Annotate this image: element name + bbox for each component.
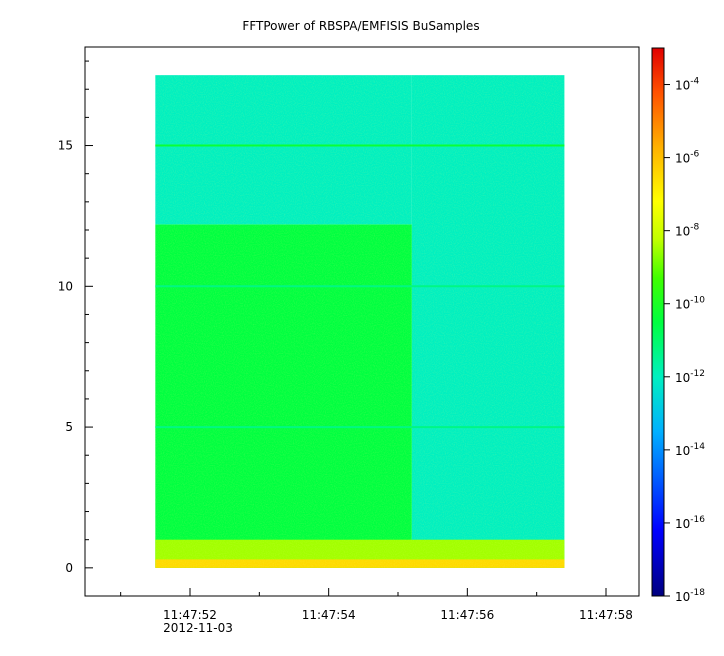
colorbar-tick-label-0: 10-4 — [675, 77, 700, 93]
heatmap-texture — [155, 75, 565, 568]
x-tick-label-2: 11:47:56 — [440, 608, 494, 622]
y-tick-label-0: 0 — [65, 561, 73, 575]
colorbar-tick-label-5: 10-14 — [675, 442, 705, 458]
x-date-label: 2012-11-03 — [163, 621, 233, 635]
colorbar-tick-label-6: 10-16 — [675, 515, 705, 531]
x-tick-label-1: 11:47:54 — [302, 608, 356, 622]
spectrogram-image — [155, 75, 565, 568]
x-tick-label-3: 11:47:58 — [579, 608, 633, 622]
colorbar-tick-label-1: 10-6 — [675, 150, 700, 166]
y-axis: 0 5 10 15 — [58, 60, 93, 575]
colorbar-tick-label-3: 10-10 — [675, 296, 705, 312]
colorbar — [651, 47, 665, 597]
colorbar-tick-label-7: 10-18 — [675, 588, 705, 604]
y-tick-label-2: 10 — [58, 279, 73, 293]
x-axis: 11:47:52 11:47:54 11:47:56 11:47:58 — [120, 588, 633, 622]
plot-frame — [84, 46, 640, 597]
chart-title: FFTPower of RBSPA/EMFISIS BuSamples — [242, 19, 479, 33]
y-tick-label-1: 5 — [65, 420, 73, 434]
y-tick-label-3: 15 — [58, 139, 73, 153]
x-tick-label-0: 11:47:52 — [163, 608, 217, 622]
colorbar-axis: 10-4 10-6 10-8 10-10 10-12 10-14 10-16 10-18 — [664, 77, 705, 604]
colorbar-tick-label-2: 10-8 — [675, 223, 700, 239]
colorbar-tick-label-4: 10-12 — [675, 369, 705, 385]
